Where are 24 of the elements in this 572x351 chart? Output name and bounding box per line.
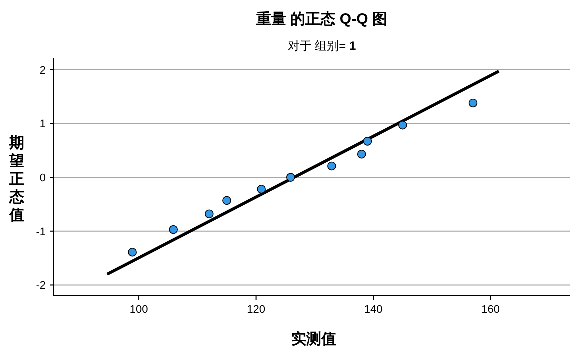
y-axis-title: 期望正态值: [8, 135, 24, 224]
point: [169, 225, 178, 234]
x-tick-label: 100: [130, 304, 148, 316]
y-tick-label: 2: [40, 64, 46, 77]
y-tick-label: 0: [40, 172, 46, 185]
point: [286, 173, 296, 182]
x-tick-label: 140: [364, 304, 383, 316]
x-tick-label: 120: [247, 304, 266, 316]
point: [128, 248, 137, 257]
x-tick-label: 160: [482, 304, 500, 316]
point: [468, 98, 478, 108]
x-axis-title: 实测值: [292, 330, 336, 348]
point: [398, 120, 408, 130]
chart-title: 重量 的正态 Q-Q 图: [256, 11, 388, 28]
point: [357, 150, 366, 159]
y-tick-label: -2: [36, 280, 46, 292]
point: [257, 184, 266, 194]
chart-subtitle: 对于 组别= 1: [288, 39, 356, 53]
point: [204, 210, 214, 219]
y-tick-label: 1: [40, 118, 46, 131]
point: [328, 162, 336, 171]
point: [363, 137, 372, 146]
y-tick-label: -1: [36, 226, 46, 238]
point: [222, 196, 232, 206]
